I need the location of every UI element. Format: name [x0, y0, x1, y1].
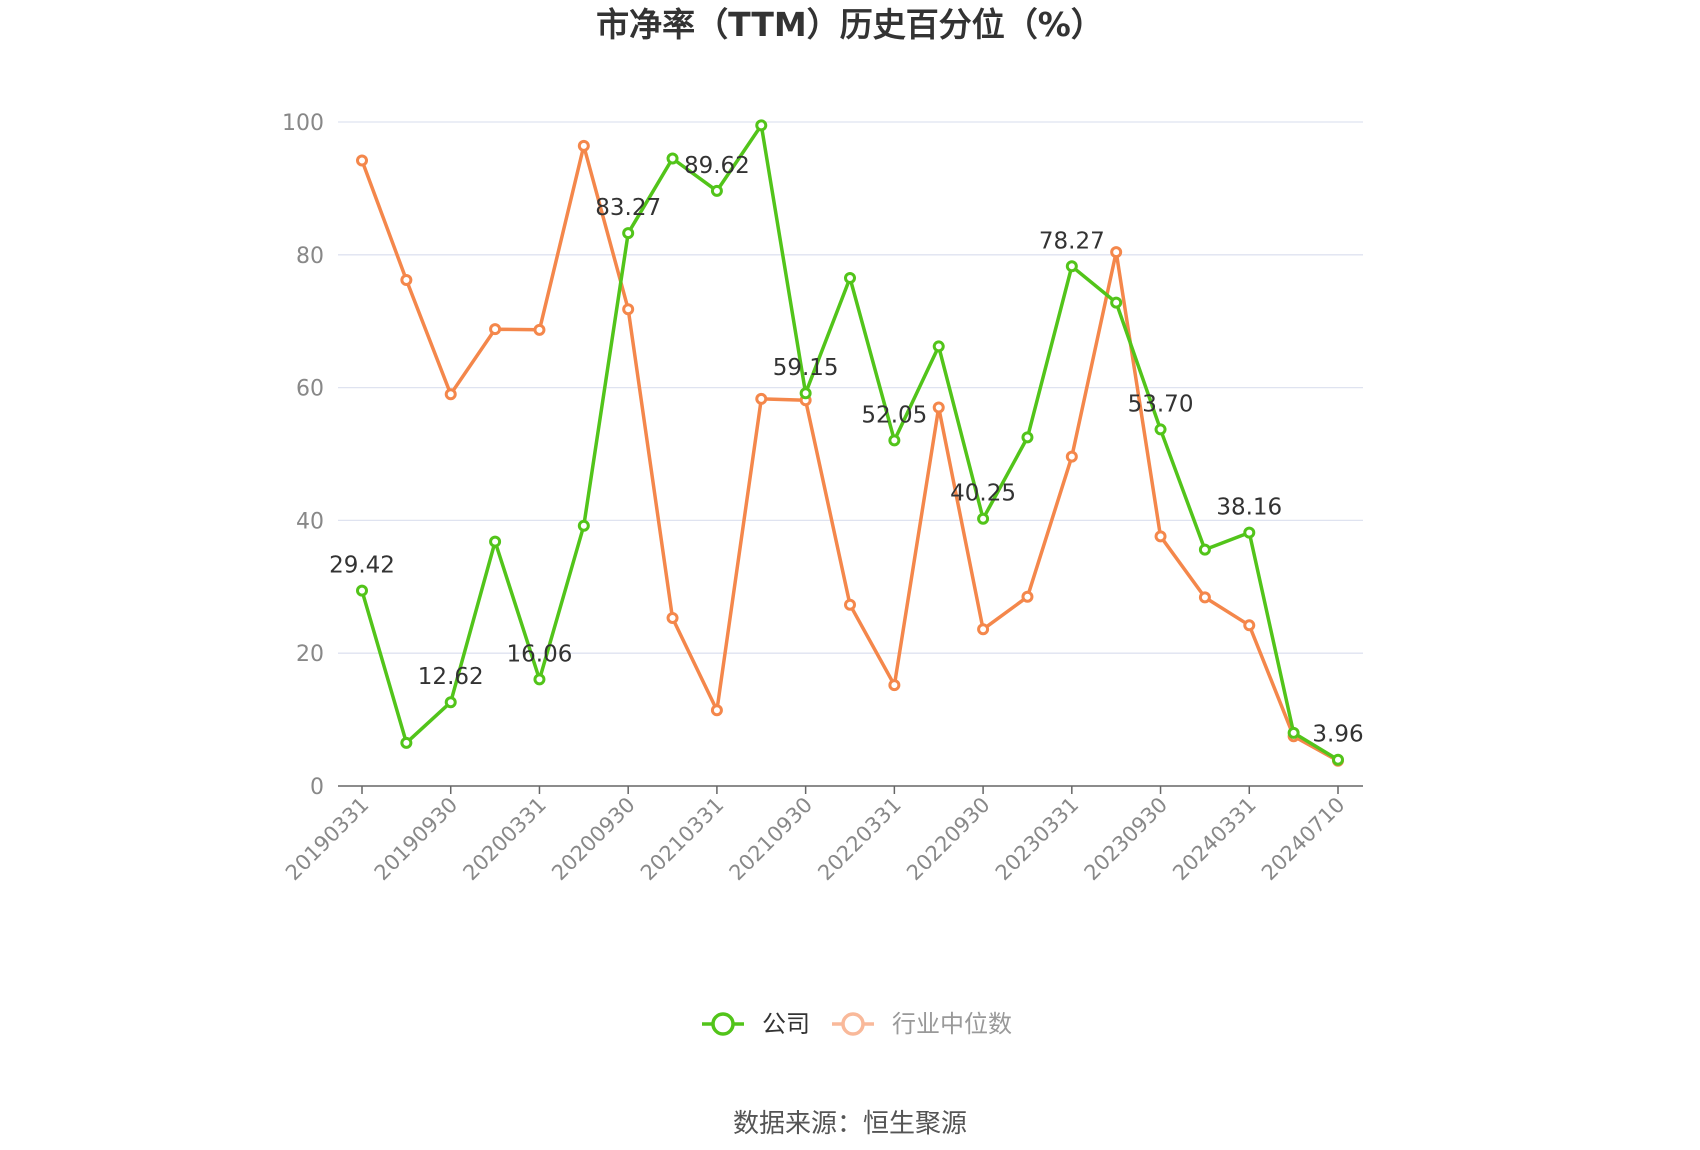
- data-label-company: 53.70: [1128, 391, 1194, 417]
- data-label-company: 38.16: [1216, 495, 1282, 521]
- data-point-industry[interactable]: [1021, 590, 1034, 603]
- x-tick-label: 20200930: [547, 793, 640, 886]
- y-tick-label: 20: [296, 642, 324, 667]
- x-tick-label: 20220331: [813, 793, 906, 886]
- data-point-company[interactable]: [977, 512, 990, 525]
- y-tick-label: 80: [296, 244, 324, 269]
- x-tick-label: 20210930: [725, 793, 818, 886]
- data-point-industry[interactable]: [533, 323, 546, 336]
- data-point-company[interactable]: [533, 673, 546, 686]
- chart-title: 市净率（TTM）历史百分位（%）: [596, 5, 1104, 44]
- legend-item-industry[interactable]: 行业中位数: [832, 1010, 1012, 1038]
- x-tick-label: 20230930: [1080, 793, 1173, 886]
- data-label-company: 40.25: [950, 481, 1016, 507]
- data-point-industry[interactable]: [444, 388, 457, 401]
- legend-marker-industry: [841, 1012, 865, 1036]
- legend-marker-company: [711, 1012, 735, 1036]
- data-labels: 29.42 12.62 16.06 83.27 89.62 59.15 52.05 40.25…: [329, 153, 1364, 748]
- x-tick-label: 20240331: [1168, 793, 1261, 886]
- data-label-company: 16.06: [507, 641, 573, 667]
- x-tick-label: 20200331: [458, 793, 551, 886]
- legend-label-industry: 行业中位数: [892, 1010, 1012, 1038]
- legend-label-company: 公司: [762, 1010, 810, 1038]
- data-point-company[interactable]: [1154, 423, 1167, 436]
- x-tick-label: 20210331: [636, 793, 729, 886]
- data-point-industry[interactable]: [577, 139, 590, 152]
- data-point-company[interactable]: [1332, 753, 1344, 766]
- x-axis: 2019033120190930202003312020093020210331…: [281, 785, 1363, 886]
- data-label-company: 3.96: [1312, 722, 1363, 748]
- data-point-industry[interactable]: [1154, 530, 1167, 543]
- data-label-company: 83.27: [595, 195, 661, 221]
- data-label-company: 29.42: [329, 553, 395, 579]
- data-point-industry[interactable]: [666, 612, 679, 625]
- legend-item-company[interactable]: 公司: [702, 1010, 810, 1038]
- data-point-industry[interactable]: [888, 679, 901, 692]
- data-label-company: 89.62: [684, 153, 750, 179]
- grid: [338, 121, 1363, 654]
- data-point-industry[interactable]: [1243, 619, 1256, 632]
- data-label-company: 52.05: [861, 402, 927, 428]
- data-point-industry[interactable]: [710, 704, 723, 717]
- series-layer: [356, 119, 1344, 767]
- data-point-company[interactable]: [1198, 543, 1211, 556]
- data-point-industry[interactable]: [844, 598, 856, 611]
- data-point-company[interactable]: [932, 340, 945, 353]
- data-point-industry[interactable]: [1110, 246, 1123, 259]
- data-point-company[interactable]: [577, 519, 590, 532]
- data-point-industry[interactable]: [977, 623, 990, 636]
- x-tick-label: 20190930: [370, 793, 463, 886]
- data-point-industry[interactable]: [400, 274, 413, 287]
- data-point-company[interactable]: [755, 119, 768, 132]
- x-tick-label: 20240710: [1257, 793, 1350, 886]
- data-point-industry[interactable]: [356, 154, 368, 167]
- data-point-company[interactable]: [400, 736, 413, 749]
- data-point-industry[interactable]: [622, 303, 635, 316]
- data-point-company[interactable]: [666, 152, 679, 165]
- data-point-company[interactable]: [1110, 296, 1123, 309]
- data-point-company[interactable]: [710, 184, 723, 197]
- legend[interactable]: 公司 行业中位数: [702, 1010, 1012, 1038]
- series-line-industry: [360, 144, 1339, 763]
- y-tick-label: 60: [296, 377, 324, 402]
- data-label-company: 12.62: [418, 664, 484, 690]
- x-tick-label: 20230331: [991, 793, 1084, 886]
- data-point-industry[interactable]: [755, 392, 768, 405]
- data-point-company[interactable]: [356, 584, 368, 597]
- data-point-industry[interactable]: [932, 401, 945, 414]
- x-tick-label: 20220930: [902, 793, 995, 886]
- data-point-company[interactable]: [1287, 726, 1300, 739]
- data-point-company[interactable]: [844, 272, 856, 285]
- x-tick-label: 20190331: [281, 793, 374, 886]
- data-label-company: 59.15: [773, 355, 839, 381]
- data-point-company[interactable]: [444, 696, 457, 709]
- data-point-company[interactable]: [1243, 526, 1256, 539]
- data-point-company[interactable]: [799, 387, 812, 400]
- data-point-industry[interactable]: [1198, 591, 1211, 604]
- y-tick-label: 0: [310, 775, 324, 800]
- data-source: 数据来源：恒生聚源: [733, 1109, 967, 1139]
- y-tick-label: 40: [296, 509, 324, 534]
- data-point-industry[interactable]: [1065, 450, 1078, 463]
- data-point-company[interactable]: [1065, 260, 1078, 273]
- data-point-company[interactable]: [1021, 431, 1034, 444]
- data-label-company: 78.27: [1039, 228, 1105, 254]
- y-axis: 0 20 40 60 80 100: [282, 111, 324, 800]
- y-tick-label: 100: [282, 111, 324, 136]
- data-point-company[interactable]: [622, 227, 635, 240]
- data-point-company[interactable]: [888, 434, 901, 447]
- data-point-industry[interactable]: [489, 323, 502, 336]
- data-point-company[interactable]: [489, 535, 502, 548]
